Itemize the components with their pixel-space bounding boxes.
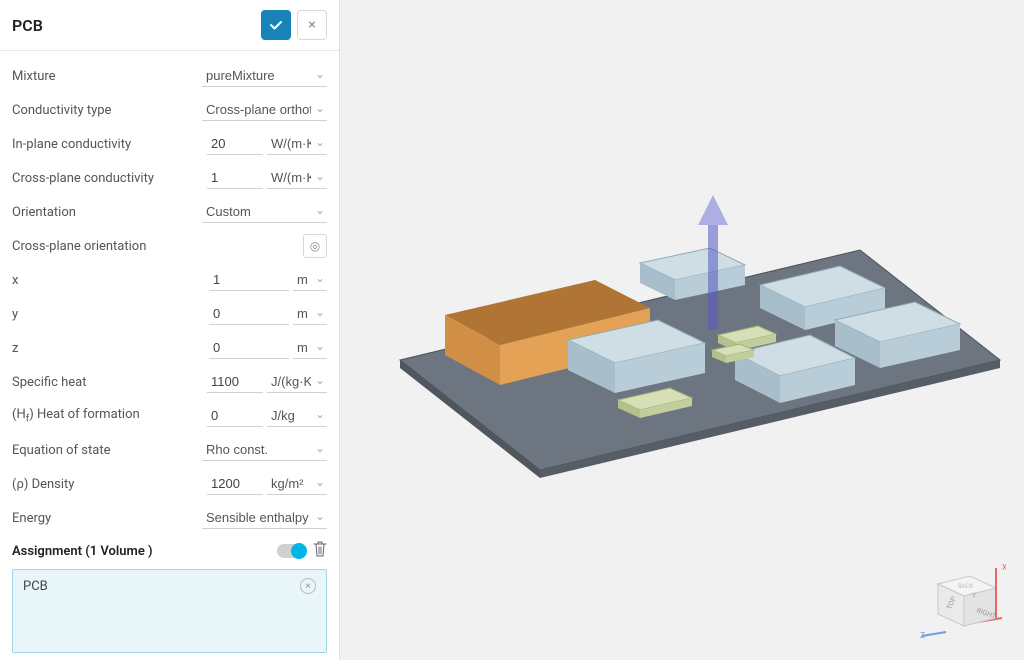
unit-cross-plane-cond[interactable] [267,167,327,189]
unit-x-wrap[interactable] [293,269,327,291]
unit-specific-heat-wrap[interactable] [267,371,327,393]
label-cross-plane-cond: Cross-plane conductivity [12,171,202,186]
target-icon: ◎ [310,239,320,253]
row-in-plane-cond: In-plane conductivity [12,127,327,161]
unit-z[interactable] [293,337,327,359]
unit-y[interactable] [293,303,327,325]
input-z[interactable] [209,337,289,359]
unit-cross-plane-cond-wrap[interactable] [267,167,327,189]
input-density[interactable] [207,473,263,495]
viewport-3d[interactable]: X Z TOP RIGHT BACK Y [340,0,1024,660]
label-z: z [12,341,202,356]
label-density: (ρ) Density [12,477,202,492]
axis-x-label: X [1002,563,1006,572]
select-mixture-wrap [202,65,327,87]
select-eq-state [202,439,327,461]
row-density: (ρ) Density [12,467,327,501]
check-icon [269,18,283,32]
unit-in-plane-cond-wrap[interactable] [267,133,327,155]
close-icon: × [305,581,310,592]
unit-y-wrap[interactable] [293,303,327,325]
axis-z-label: Z [920,631,925,640]
row-specific-heat: Specific heat [12,365,327,399]
label-x: x [12,273,202,288]
unit-in-plane-cond[interactable] [267,133,327,155]
label-in-plane-cond: In-plane conductivity [12,137,202,152]
select-mixture [202,65,327,87]
unit-density[interactable] [267,473,327,495]
label-mixture: Mixture [12,69,202,84]
select-orientation-wrap[interactable] [202,201,327,223]
label-specific-heat: Specific heat [12,375,202,390]
row-eq-state: Equation of state [12,433,327,467]
target-button[interactable]: ◎ [303,234,327,258]
unit-x[interactable] [293,269,327,291]
close-button[interactable]: × [297,10,327,40]
unit-z-wrap[interactable] [293,337,327,359]
panel-header: PCB × [0,0,339,51]
row-energy: Energy [12,501,327,535]
remove-assignment-button[interactable]: × [300,578,316,594]
label-y: y [12,307,202,322]
nav-cube[interactable]: X Z TOP RIGHT BACK Y [918,554,1006,642]
row-cross-plane-orient: Cross-plane orientation ◎ [12,229,327,263]
assignment-header: Assignment (1 Volume ) [12,535,327,567]
panel-title: PCB [12,16,255,35]
assignment-item[interactable]: PCB × [13,570,326,602]
input-heat-formation[interactable] [207,405,263,427]
input-x[interactable] [209,269,289,291]
select-eq-state-wrap [202,439,327,461]
select-conductivity-type[interactable] [202,99,327,121]
select-conductivity-type-wrap[interactable] [202,99,327,121]
input-specific-heat[interactable] [207,371,263,393]
label-heat-formation: (Hf) Heat of formation [12,407,202,425]
label-eq-state: Equation of state [12,443,202,458]
label-orientation: Orientation [12,205,202,220]
input-y[interactable] [209,303,289,325]
unit-density-wrap[interactable] [267,473,327,495]
select-energy-wrap [202,507,327,529]
confirm-button[interactable] [261,10,291,40]
select-energy [202,507,327,529]
unit-heat-formation[interactable] [267,405,327,427]
trash-icon [313,541,327,557]
row-conductivity-type: Conductivity type [12,93,327,127]
row-cross-plane-cond: Cross-plane conductivity [12,161,327,195]
label-cross-plane-orient: Cross-plane orientation [12,239,202,254]
assignment-toggle[interactable] [277,544,305,558]
row-heat-formation: (Hf) Heat of formation [12,399,327,433]
unit-specific-heat[interactable] [267,371,327,393]
panel-body[interactable]: Mixture Conductivity type In-plane condu… [0,51,339,660]
row-orientation: Orientation [12,195,327,229]
assignment-title: Assignment (1 Volume ) [12,544,269,559]
unit-heat-formation-wrap[interactable] [267,405,327,427]
row-z: z [12,331,327,365]
input-in-plane-cond[interactable] [207,133,263,155]
cube-back-label: BACK [958,583,974,590]
assignment-item-label: PCB [23,579,48,594]
delete-assignment-button[interactable] [313,541,327,561]
row-mixture: Mixture [12,59,327,93]
label-energy: Energy [12,511,202,526]
properties-panel: PCB × Mixture Conductivity type In-plane… [0,0,340,660]
row-y: y [12,297,327,331]
label-conductivity-type: Conductivity type [12,103,202,118]
close-icon: × [308,17,315,33]
input-cross-plane-cond[interactable] [207,167,263,189]
assignment-list: PCB × [12,569,327,653]
select-orientation[interactable] [202,201,327,223]
row-x: x [12,263,327,297]
